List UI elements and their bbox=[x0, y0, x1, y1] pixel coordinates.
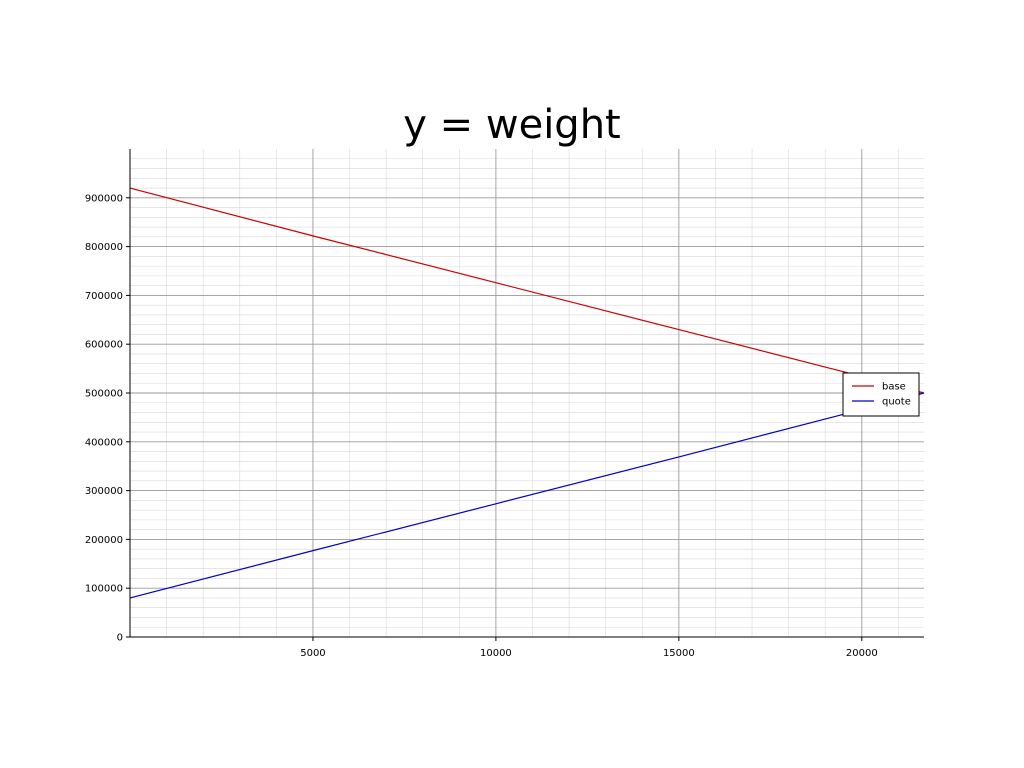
x-axis-ticks: 5000 10000 15000 20000 bbox=[300, 637, 878, 659]
y-tick-label: 900000 bbox=[85, 193, 123, 204]
legend: base quote bbox=[842, 372, 920, 417]
chart-title: y = weight bbox=[403, 102, 620, 148]
y-tick-label: 600000 bbox=[85, 340, 123, 351]
x-tick-label: 5000 bbox=[300, 648, 325, 659]
y-tick-label: 300000 bbox=[85, 486, 123, 497]
legend-label-base: base bbox=[882, 382, 906, 393]
legend-label-quote: quote bbox=[882, 397, 911, 408]
y-tick-label: 200000 bbox=[85, 535, 123, 546]
x-tick-label: 15000 bbox=[663, 648, 695, 659]
series-line-quote bbox=[129, 392, 925, 599]
y-tick-label: 0 bbox=[117, 633, 123, 644]
legend-box bbox=[842, 372, 920, 417]
y-axis-ticks: 0 100000 200000 300000 400000 500000 600000 700… bbox=[85, 193, 130, 644]
x-tick-label: 20000 bbox=[846, 648, 878, 659]
series-line-base bbox=[129, 187, 925, 394]
y-tick-label: 700000 bbox=[85, 291, 123, 302]
y-tick-label: 100000 bbox=[85, 584, 123, 595]
y-tick-label: 400000 bbox=[85, 437, 123, 448]
y-tick-label: 800000 bbox=[85, 242, 123, 253]
x-tick-label: 10000 bbox=[480, 648, 512, 659]
major-grid bbox=[130, 149, 924, 638]
y-tick-label: 500000 bbox=[85, 389, 123, 400]
